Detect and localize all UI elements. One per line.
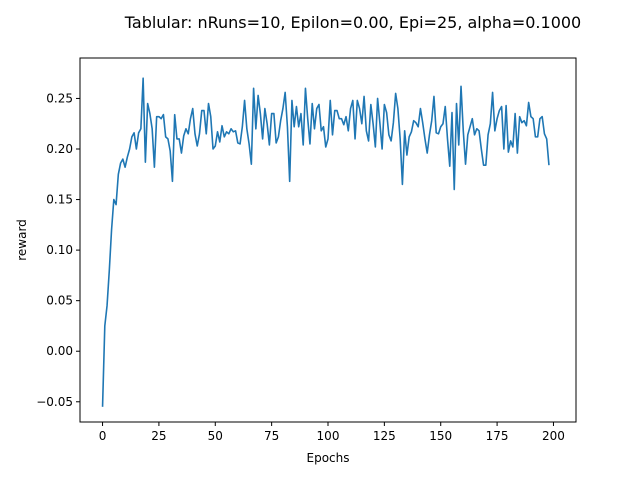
- x-axis-label: Epochs: [307, 451, 350, 465]
- series-line-0: [101, 77, 550, 407]
- x-axis: 0 25 50 75 100 125 150 175 200: [99, 422, 565, 443]
- x-tick-label: 0: [99, 429, 107, 443]
- y-tick-label: 0.25: [46, 91, 73, 105]
- x-tick-label: 175: [486, 429, 509, 443]
- x-tick-label: 125: [373, 429, 396, 443]
- x-tick-label: 200: [542, 429, 565, 443]
- x-tick-label: 150: [429, 429, 452, 443]
- y-tick-label: 0.15: [46, 193, 73, 207]
- plot-area: [101, 77, 550, 407]
- y-tick-label: 0.20: [46, 142, 73, 156]
- y-axis-label: reward: [15, 219, 29, 261]
- chart-title: Tablular: nRuns=10, Epilon=0.00, Epi=25,…: [124, 13, 581, 32]
- y-tick-label: −0.05: [36, 395, 73, 409]
- y-tick-label: 0.05: [46, 294, 73, 308]
- x-tick-label: 75: [264, 429, 279, 443]
- x-tick-label: 100: [317, 429, 340, 443]
- x-tick-label: 25: [151, 429, 166, 443]
- x-tick-label: 50: [208, 429, 223, 443]
- y-tick-label: 0.10: [46, 243, 73, 257]
- y-axis: −0.05 0.00 0.05 0.10 0.15 0.20 0.25: [36, 91, 80, 409]
- y-tick-label: 0.00: [46, 344, 73, 358]
